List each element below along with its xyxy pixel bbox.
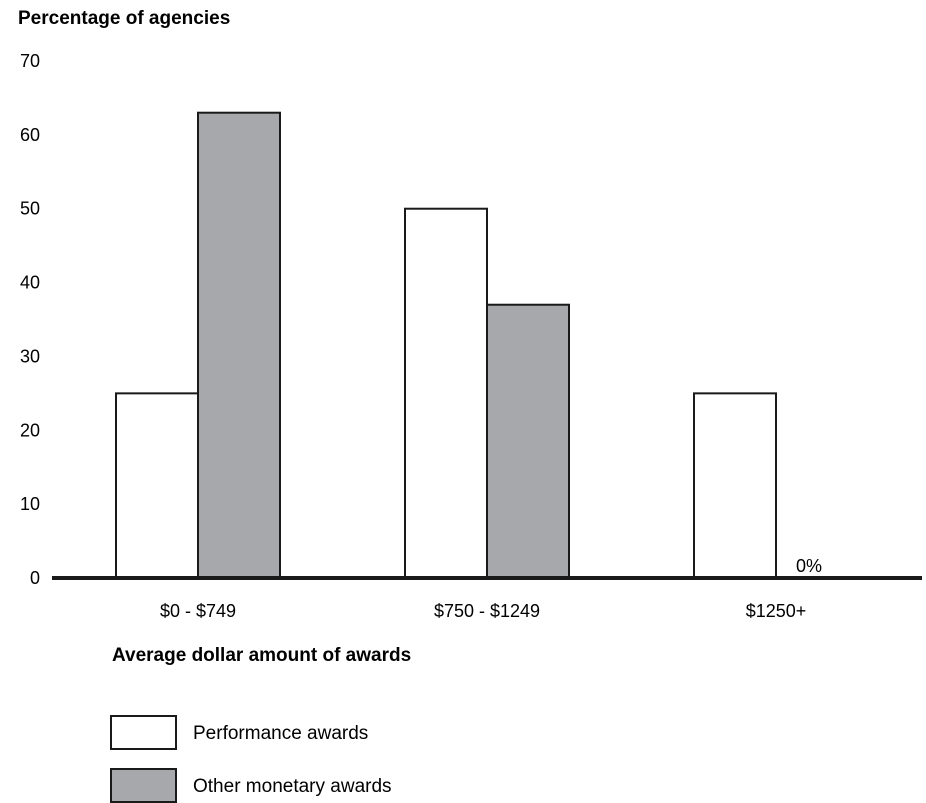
y-tick-label-40: 40	[20, 273, 40, 293]
bar-performance-1	[404, 207, 488, 579]
legend-swatch-1	[110, 768, 177, 803]
category-labels: $0 - $749 $750 - $1249 $1250+	[160, 601, 806, 621]
y-tick-label-20: 20	[20, 420, 40, 440]
legend-swatch-0	[110, 715, 177, 750]
annotation-label-0: 0%	[796, 556, 822, 576]
annotations: 0%	[796, 556, 822, 576]
bar-other-1	[486, 303, 570, 579]
bar-performance-0	[115, 392, 199, 579]
y-tick-label-0: 0	[30, 568, 40, 588]
y-tick-label-70: 70	[20, 51, 40, 71]
legend-label-0: Performance awards	[193, 723, 368, 744]
legend: Performance awards Other monetary awards	[110, 715, 392, 803]
y-axis-label: Percentage of agencies	[18, 8, 230, 29]
bars	[115, 111, 777, 579]
y-tick-label-50: 50	[20, 199, 40, 219]
bar-performance-2	[693, 392, 777, 579]
y-tick-label-30: 30	[20, 346, 40, 366]
bar-other-0	[197, 111, 281, 579]
category-label-0: $0 - $749	[160, 601, 236, 621]
y-tick-label-60: 60	[20, 125, 40, 145]
y-tick-labels: 0 10 20 30 40 50 60 70	[20, 51, 40, 588]
y-tick-label-10: 10	[20, 494, 40, 514]
x-axis-label: Average dollar amount of awards	[112, 645, 411, 666]
category-label-2: $1250+	[746, 601, 807, 621]
category-label-1: $750 - $1249	[434, 601, 540, 621]
legend-label-1: Other monetary awards	[193, 776, 392, 797]
